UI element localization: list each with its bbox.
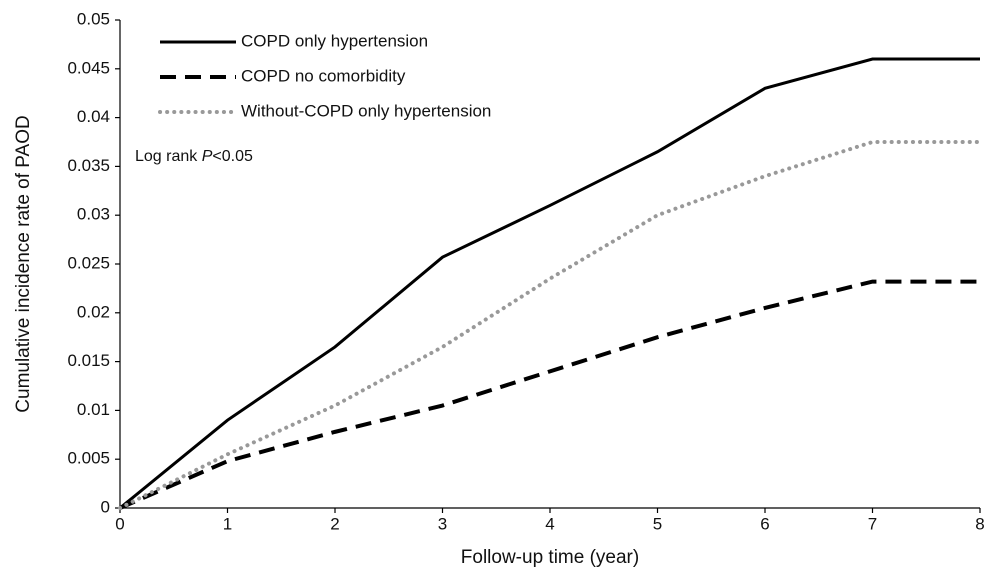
series-line xyxy=(118,140,982,510)
y-tick-label: 0.015 xyxy=(67,351,110,370)
x-tick-label: 7 xyxy=(868,514,877,533)
y-tick-label: 0.025 xyxy=(67,253,110,272)
x-tick-label: 8 xyxy=(975,514,984,533)
y-axis-label: Cumulative incidence rate of PAOD xyxy=(13,115,34,412)
legend-label: COPD no comorbidity xyxy=(241,66,406,85)
x-tick-label: 3 xyxy=(438,514,447,533)
x-axis-label: Follow-up time (year) xyxy=(461,547,639,568)
legend-label: COPD only hypertension xyxy=(241,31,428,50)
x-tick-label: 0 xyxy=(115,514,124,533)
annotation-text: P xyxy=(202,148,213,165)
y-tick-label: 0.045 xyxy=(67,58,110,77)
series-line xyxy=(119,279,980,510)
annotation: Log rank P<0.05 xyxy=(135,148,253,165)
annotation-text: Log rank xyxy=(135,148,202,165)
y-tick-label: 0 xyxy=(101,497,110,516)
y-tick-label: 0.01 xyxy=(77,400,110,419)
x-tick-label: 4 xyxy=(545,514,554,533)
y-tick-label: 0.03 xyxy=(77,205,110,224)
series-line xyxy=(119,57,980,510)
y-tick-label: 0.05 xyxy=(77,9,110,28)
x-tick-label: 1 xyxy=(223,514,232,533)
y-tick-label: 0.035 xyxy=(67,156,110,175)
y-tick-label: 0.005 xyxy=(67,449,110,468)
x-tick-label: 6 xyxy=(760,514,769,533)
x-tick-label: 2 xyxy=(330,514,339,533)
y-tick-label: 0.04 xyxy=(77,107,110,126)
x-tick-label: 5 xyxy=(653,514,662,533)
annotation-text: <0.05 xyxy=(212,148,253,165)
y-tick-label: 0.02 xyxy=(77,302,110,321)
legend-label: Without-COPD only hypertension xyxy=(241,101,491,120)
